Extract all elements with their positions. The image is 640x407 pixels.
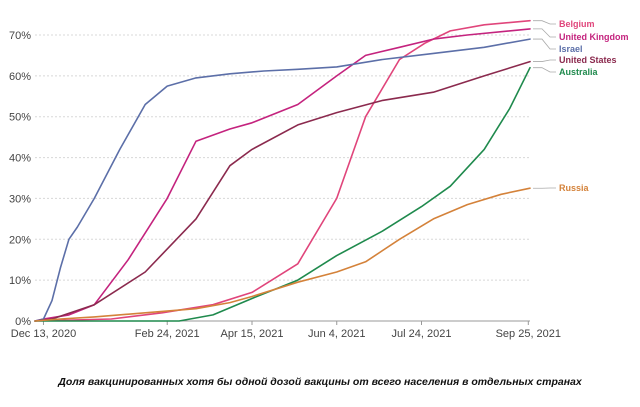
y-tick-label: 70% (9, 30, 31, 42)
x-tick-label: Sep 25, 2021 (496, 328, 561, 340)
y-tick-label: 20% (9, 234, 31, 246)
series-line-israel (34, 38, 531, 322)
x-axis: Dec 13, 2020 Feb 24, 2021 Apr 15, 2021 Jun … (11, 321, 561, 340)
series-label: Belgium (559, 19, 595, 29)
label-connector (533, 67, 556, 73)
label-connector (533, 59, 556, 62)
series-label: Australia (559, 67, 599, 77)
x-tick-label: Feb 24, 2021 (135, 328, 200, 340)
y-tick-label: 30% (9, 193, 31, 205)
series-line-united-kingdom (34, 28, 531, 322)
x-tick-label: Jun 4, 2021 (308, 328, 366, 340)
line-chart: 0% 10% 20% 30% 40% 50% 60% 70% Dec 13, 2020 Feb … (9, 19, 629, 340)
y-tick-label: 10% (9, 275, 31, 287)
y-axis: 0% 10% 20% 30% 40% 50% 60% 70% (9, 30, 31, 328)
series-line-russia (34, 187, 531, 322)
y-tick-label: 0% (15, 316, 31, 328)
x-tick-label: Jul 24, 2021 (392, 328, 452, 340)
series-line-belgium (34, 19, 531, 322)
series-lines (34, 19, 531, 322)
x-tick-label: Apr 15, 2021 (220, 328, 283, 340)
series-label: Russia (559, 183, 590, 193)
x-tick-label: Dec 13, 2020 (11, 328, 76, 340)
chart-caption: Доля вакцинированных хотя бы одной дозой… (58, 376, 582, 388)
grid-lines (35, 34, 530, 322)
series-label: Israel (559, 44, 583, 54)
series-line-united-states (34, 60, 531, 322)
y-tick-label: 60% (9, 71, 31, 83)
label-connector (533, 20, 556, 25)
series-label: United Kingdom (559, 32, 629, 42)
series-line-australia (34, 66, 531, 322)
series-label: United States (559, 55, 617, 65)
y-tick-label: 50% (9, 112, 31, 124)
label-connector (533, 28, 556, 38)
y-tick-label: 40% (9, 153, 31, 165)
label-connector (533, 38, 556, 50)
